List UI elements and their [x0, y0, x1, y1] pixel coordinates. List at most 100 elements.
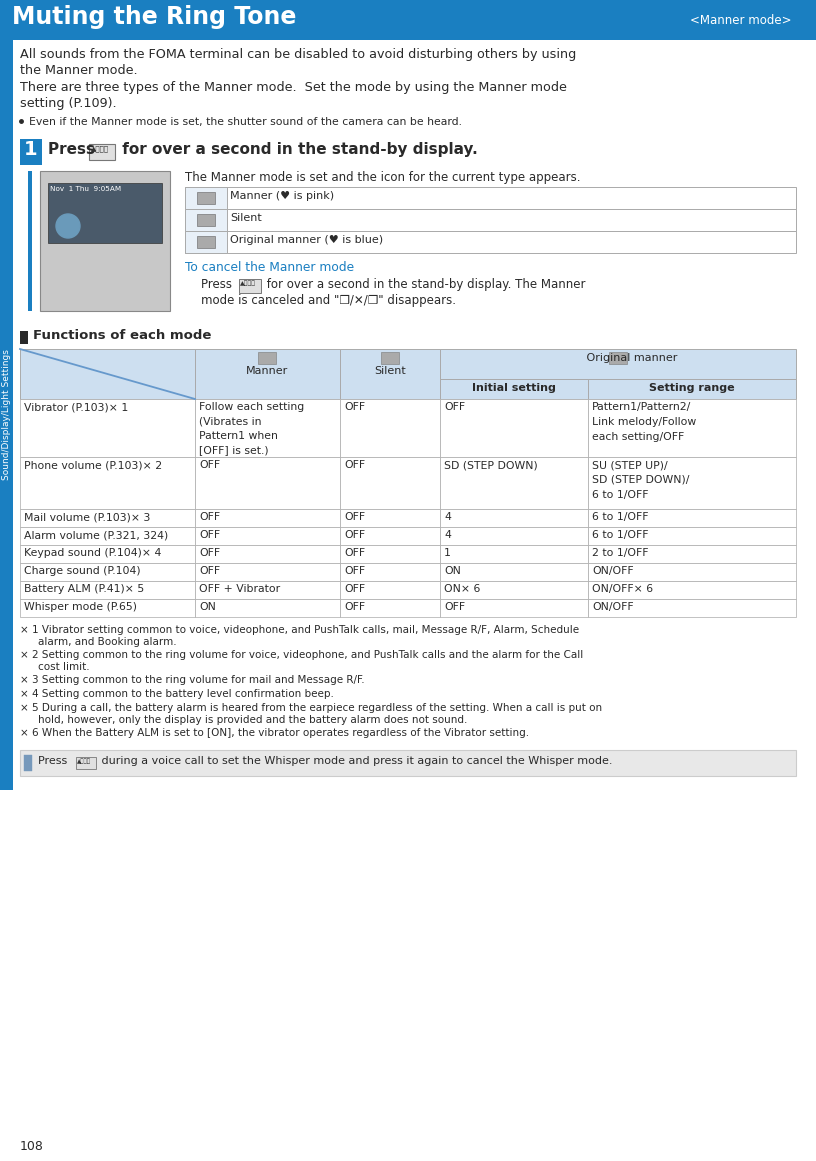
Bar — [440, 378, 588, 399]
Text: OFF: OFF — [344, 603, 365, 612]
Text: ON: ON — [199, 603, 216, 612]
Text: All sounds from the FOMA terminal can be disabled to avoid disturbing others by : All sounds from the FOMA terminal can be… — [20, 48, 576, 62]
Bar — [195, 599, 340, 616]
Bar — [440, 545, 588, 563]
Bar — [20, 750, 796, 776]
Bar — [20, 457, 195, 509]
Text: 1: 1 — [444, 548, 451, 558]
Text: OFF: OFF — [444, 402, 465, 412]
Text: Original manner (♥ is blue): Original manner (♥ is blue) — [230, 235, 384, 245]
Bar — [197, 236, 215, 248]
Text: The Manner mode is set and the icon for the current type appears.: The Manner mode is set and the icon for … — [185, 171, 580, 183]
Bar — [340, 457, 440, 509]
Text: Functions of each mode: Functions of each mode — [33, 329, 211, 342]
Text: OFF: OFF — [199, 460, 220, 470]
Text: for over a second in the stand-by display. The Manner: for over a second in the stand-by displa… — [263, 277, 586, 291]
Text: Vibrator (P.103)× 1: Vibrator (P.103)× 1 — [24, 402, 128, 412]
Text: SU (STEP UP)/: SU (STEP UP)/ — [592, 460, 667, 470]
Bar — [440, 563, 588, 580]
Text: ON/OFF: ON/OFF — [592, 567, 634, 576]
Bar — [440, 457, 588, 509]
Text: Setting range: Setting range — [650, 383, 735, 394]
Bar — [588, 563, 796, 580]
Text: Manner (♥ is pink): Manner (♥ is pink) — [230, 192, 334, 201]
Bar — [609, 352, 627, 365]
Text: 4: 4 — [444, 512, 451, 522]
Text: Follow each setting: Follow each setting — [199, 402, 304, 412]
Text: OFF: OFF — [444, 603, 465, 612]
Text: × 2 Setting common to the ring volume for voice, videophone, and PushTalk calls : × 2 Setting common to the ring volume fo… — [20, 650, 583, 659]
Bar — [588, 378, 796, 399]
Bar — [440, 509, 588, 527]
Bar — [24, 755, 32, 771]
Bar — [588, 509, 796, 527]
Bar — [20, 139, 42, 165]
Text: OFF: OFF — [344, 567, 365, 576]
Bar — [76, 757, 96, 769]
Bar — [195, 563, 340, 580]
Bar — [381, 352, 399, 365]
Text: 6 to 1/OFF: 6 to 1/OFF — [592, 512, 649, 522]
Bar — [340, 399, 440, 457]
Bar — [588, 457, 796, 509]
Text: the Manner mode.: the Manner mode. — [20, 64, 138, 77]
Bar — [440, 399, 588, 457]
Bar — [185, 209, 227, 231]
Text: Sound/Display/Light Settings: Sound/Display/Light Settings — [2, 349, 11, 481]
Text: Press: Press — [38, 756, 71, 766]
Text: × 3 Setting common to the ring volume for mail and Message R/F.: × 3 Setting common to the ring volume fo… — [20, 675, 365, 685]
Text: Keypad sound (P.104)× 4: Keypad sound (P.104)× 4 — [24, 548, 162, 558]
Text: mode is canceled and "❒/✕/❒" disappears.: mode is canceled and "❒/✕/❒" disappears. — [201, 294, 456, 307]
Text: Original manner: Original manner — [583, 353, 677, 363]
Bar — [185, 231, 227, 253]
Text: 1: 1 — [24, 140, 38, 159]
Text: ON× 6: ON× 6 — [444, 584, 481, 594]
Bar — [20, 599, 195, 616]
Bar — [340, 349, 440, 399]
Bar — [195, 580, 340, 599]
Bar — [0, 0, 816, 39]
Bar — [20, 527, 195, 545]
Bar — [185, 187, 227, 209]
Text: Pattern1/Pattern2/: Pattern1/Pattern2/ — [592, 402, 691, 412]
Text: <Manner mode>: <Manner mode> — [690, 14, 792, 27]
Text: [OFF] is set.): [OFF] is set.) — [199, 446, 268, 455]
Text: Mail volume (P.103)× 3: Mail volume (P.103)× 3 — [24, 512, 150, 522]
Text: SD (STEP DOWN)/: SD (STEP DOWN)/ — [592, 475, 690, 485]
Text: alarm, and Booking alarm.: alarm, and Booking alarm. — [38, 637, 176, 647]
Text: There are three types of the Manner mode.  Set the mode by using the Manner mode: There are three types of the Manner mode… — [20, 81, 567, 94]
Bar — [185, 187, 796, 209]
Text: Initial setting: Initial setting — [472, 383, 556, 394]
Text: OFF: OFF — [344, 460, 365, 470]
Text: ▲マナー: ▲マナー — [77, 758, 91, 764]
Text: ON/OFF× 6: ON/OFF× 6 — [592, 584, 653, 594]
Text: hold, however, only the display is provided and the battery alarm does not sound: hold, however, only the display is provi… — [38, 715, 468, 724]
Bar — [440, 349, 796, 378]
Bar — [89, 144, 115, 160]
Text: Press: Press — [48, 142, 100, 157]
Bar — [28, 171, 32, 311]
Bar — [340, 527, 440, 545]
Text: 4: 4 — [444, 531, 451, 540]
Bar — [588, 399, 796, 457]
Bar — [440, 599, 588, 616]
Bar — [20, 331, 28, 344]
Bar — [20, 545, 195, 563]
Bar — [0, 39, 13, 789]
Bar — [440, 527, 588, 545]
Bar — [340, 599, 440, 616]
Bar — [588, 545, 796, 563]
Text: Battery ALM (P.41)× 5: Battery ALM (P.41)× 5 — [24, 584, 144, 594]
Text: 6 to 1/OFF: 6 to 1/OFF — [592, 490, 649, 500]
Text: Charge sound (P.104): Charge sound (P.104) — [24, 567, 140, 576]
Circle shape — [56, 214, 80, 238]
Text: Phone volume (P.103)× 2: Phone volume (P.103)× 2 — [24, 460, 162, 470]
Text: OFF: OFF — [199, 512, 220, 522]
Bar — [239, 279, 261, 293]
Bar — [195, 399, 340, 457]
Bar — [195, 349, 340, 399]
Text: SD (STEP DOWN): SD (STEP DOWN) — [444, 460, 538, 470]
Text: OFF: OFF — [344, 512, 365, 522]
Text: 2 to 1/OFF: 2 to 1/OFF — [592, 548, 649, 558]
Text: ▲マナー: ▲マナー — [240, 280, 256, 286]
